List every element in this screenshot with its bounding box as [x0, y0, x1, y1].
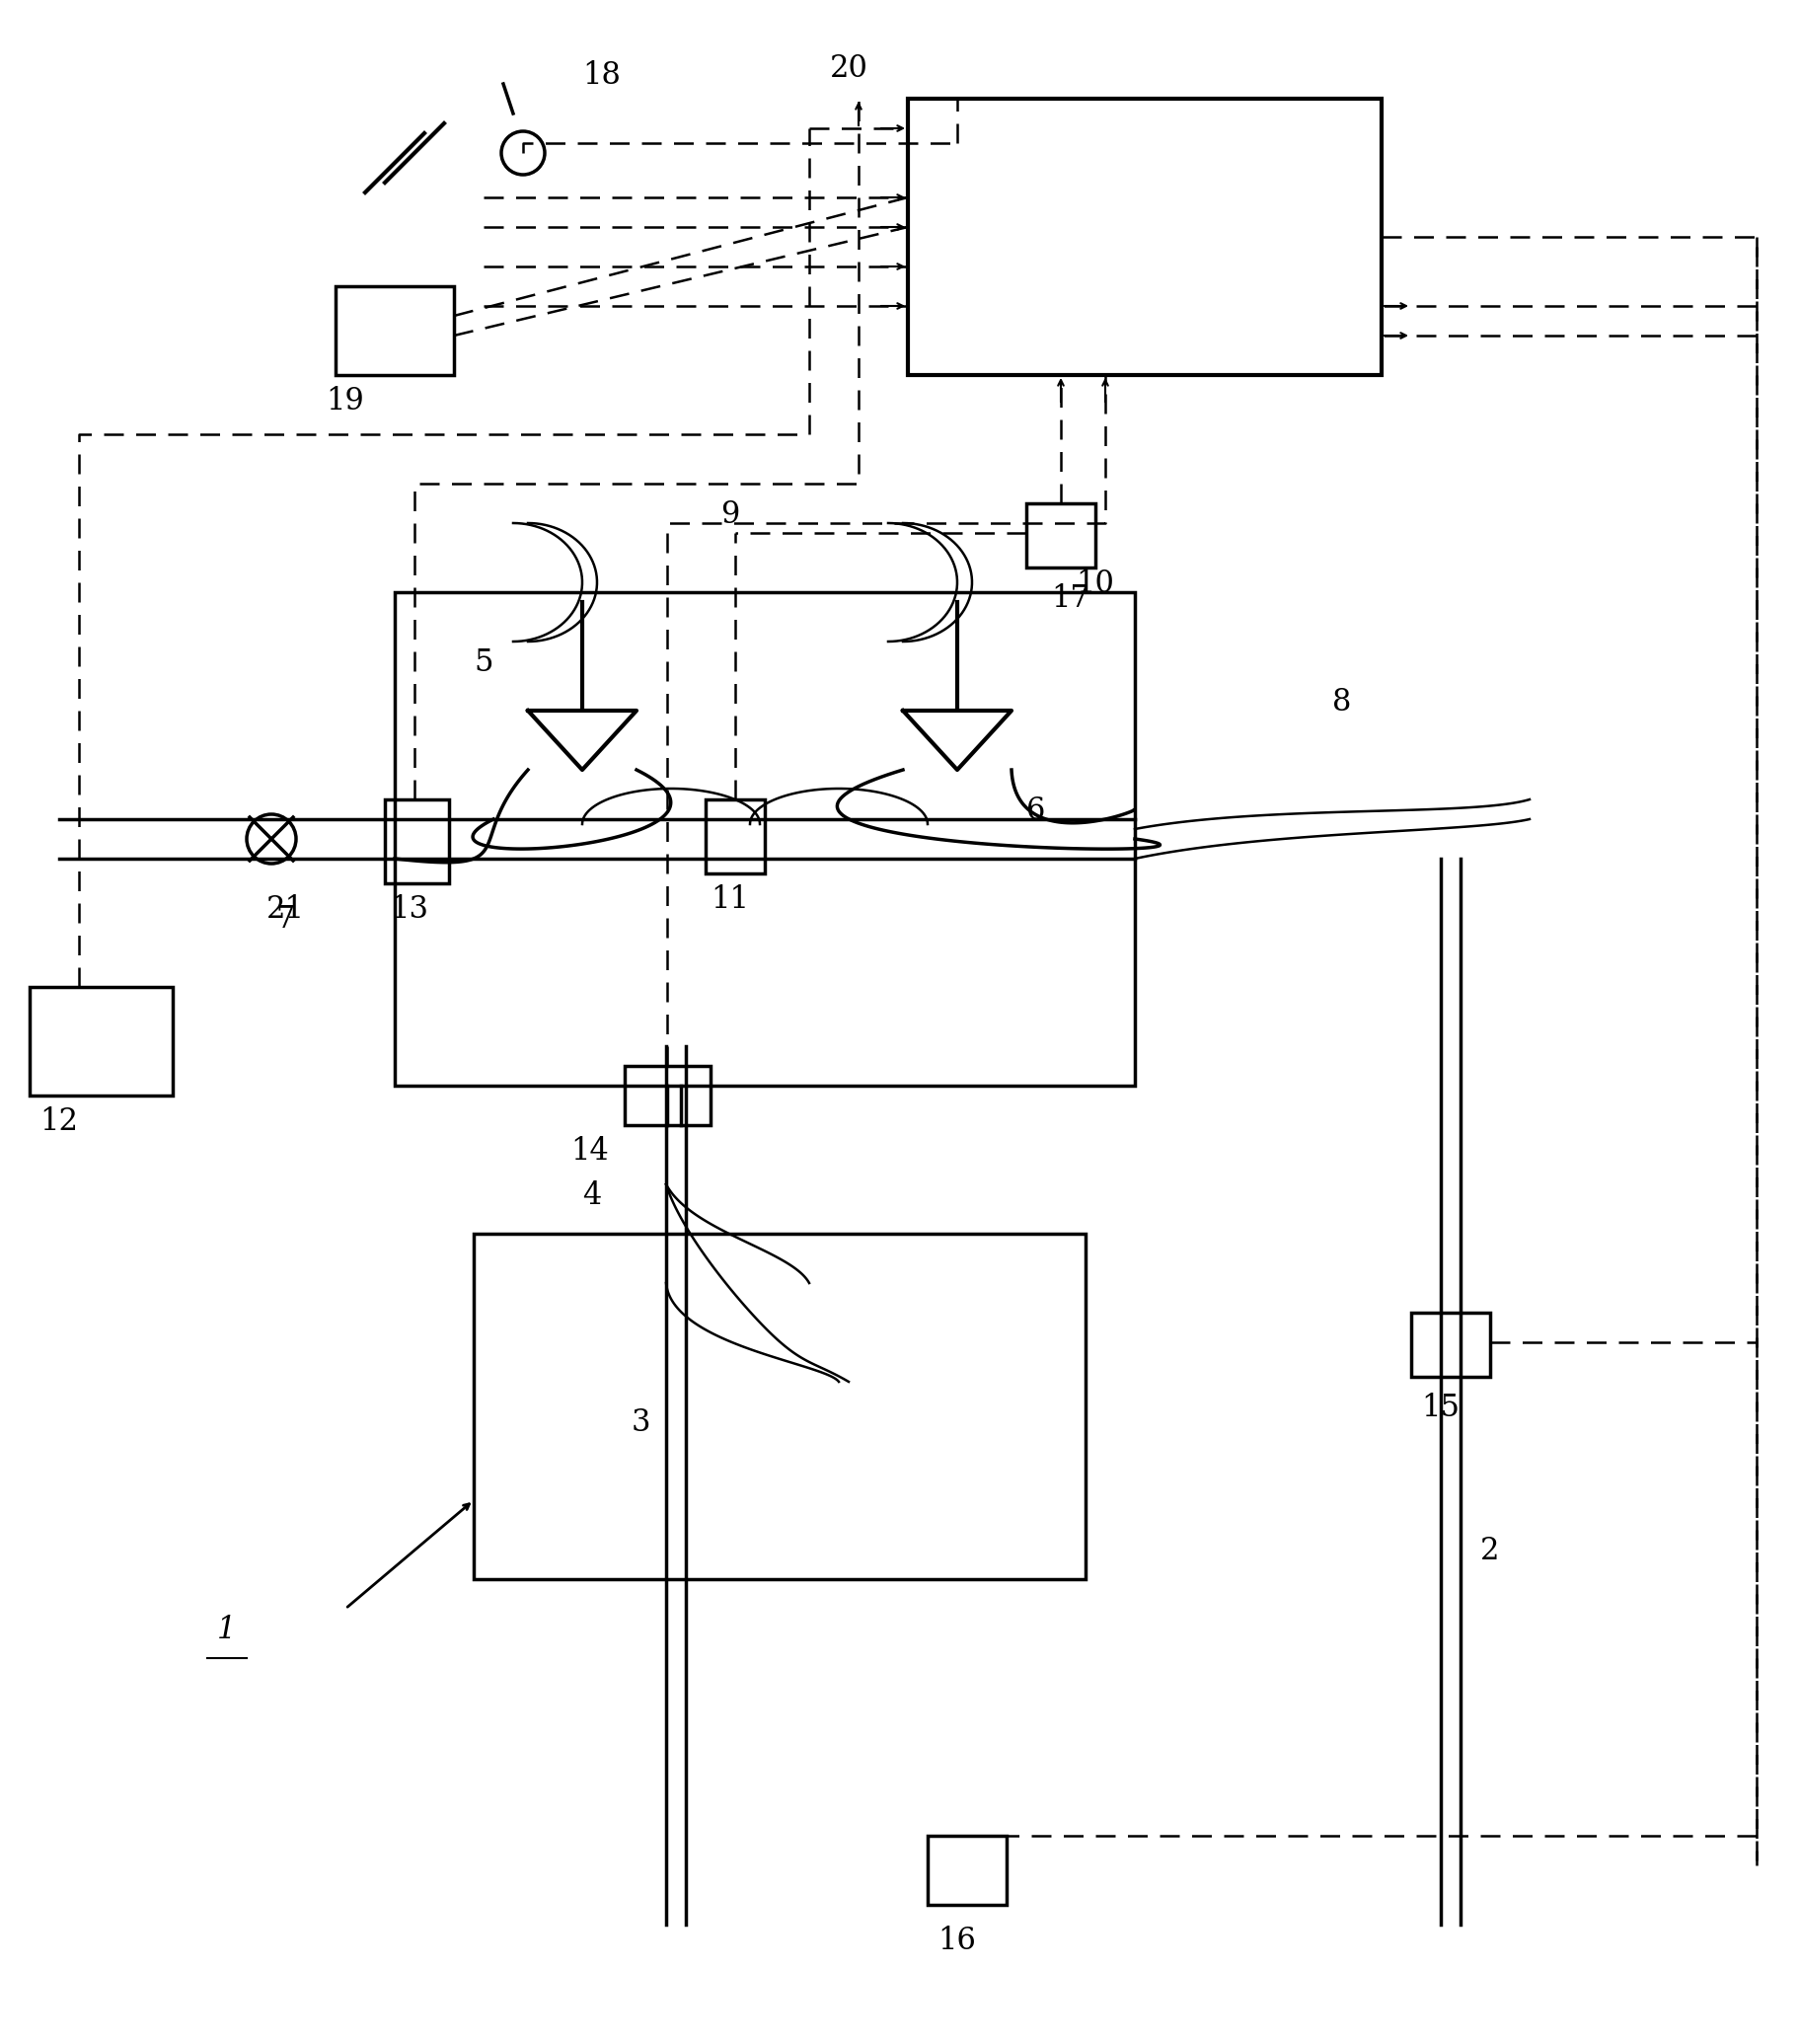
- Text: 7: 7: [277, 903, 295, 934]
- Text: 8: 8: [1331, 687, 1351, 717]
- Text: 1: 1: [218, 1615, 236, 1645]
- Text: 9: 9: [720, 499, 739, 529]
- Text: 21: 21: [266, 893, 304, 924]
- Text: 20: 20: [829, 53, 867, 84]
- Polygon shape: [903, 711, 1011, 771]
- Bar: [1410, 1312, 1490, 1378]
- Bar: [624, 1065, 711, 1124]
- Text: 11: 11: [711, 885, 748, 916]
- Text: 15: 15: [1419, 1392, 1459, 1423]
- Text: 4: 4: [581, 1179, 601, 1210]
- Bar: [29, 987, 173, 1096]
- Bar: [394, 593, 1133, 1085]
- Text: 13: 13: [390, 893, 428, 924]
- Text: 14: 14: [570, 1136, 608, 1167]
- Bar: [705, 799, 765, 873]
- Text: 6: 6: [1025, 795, 1045, 826]
- Bar: [335, 286, 453, 374]
- Text: 10: 10: [1076, 568, 1114, 599]
- Bar: [473, 1235, 1085, 1580]
- Text: 17: 17: [1051, 583, 1088, 613]
- Bar: [907, 98, 1382, 374]
- Text: 3: 3: [631, 1408, 651, 1439]
- Text: 2: 2: [1479, 1535, 1499, 1566]
- Text: 19: 19: [326, 386, 363, 417]
- Text: 12: 12: [40, 1106, 77, 1136]
- Bar: [926, 1836, 1006, 1905]
- Bar: [385, 799, 448, 883]
- Bar: [1025, 503, 1096, 568]
- Text: 5: 5: [473, 648, 493, 679]
- Text: 16: 16: [937, 1925, 975, 1956]
- Polygon shape: [527, 711, 637, 771]
- Text: 18: 18: [581, 59, 621, 90]
